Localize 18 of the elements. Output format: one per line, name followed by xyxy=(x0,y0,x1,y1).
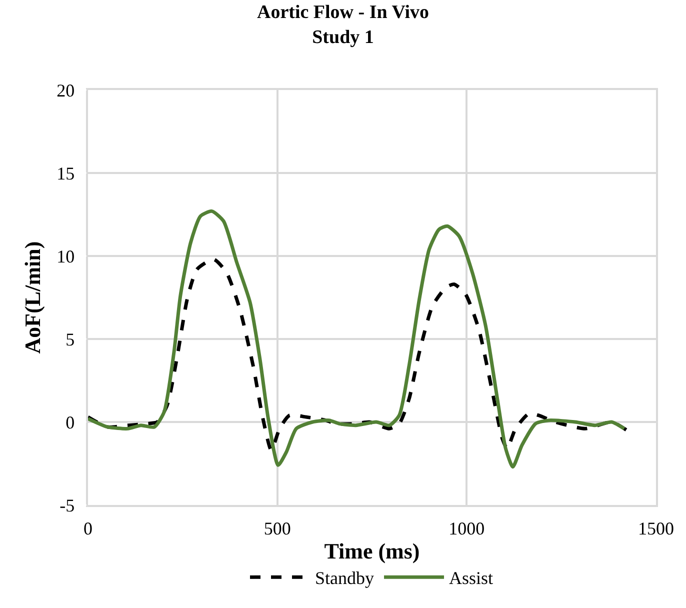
y-tick-label: 0 xyxy=(66,412,75,432)
x-axis-title: Time (ms) xyxy=(324,538,420,564)
y-tick-label: 10 xyxy=(56,246,75,266)
y-tick-label: -5 xyxy=(60,495,75,516)
x-tick-label: 1000 xyxy=(448,518,485,538)
y-tick-label: 20 xyxy=(56,80,75,100)
chart-subtitle: Study 1 xyxy=(312,26,374,48)
x-tick-label: 500 xyxy=(264,518,291,538)
legend-label: Standby xyxy=(315,568,374,588)
line-series xyxy=(88,258,629,452)
y-axis-title: AoF(L/min) xyxy=(20,241,45,354)
line-series xyxy=(88,209,626,469)
y-tick-label: 15 xyxy=(56,163,75,184)
chart-title: Aortic Flow - In Vivo xyxy=(256,2,430,24)
x-tick-label: 0 xyxy=(84,518,92,538)
legend-label: Assist xyxy=(449,568,494,588)
y-tick-label: 5 xyxy=(66,329,75,350)
x-tick-label: 1500 xyxy=(638,518,674,538)
